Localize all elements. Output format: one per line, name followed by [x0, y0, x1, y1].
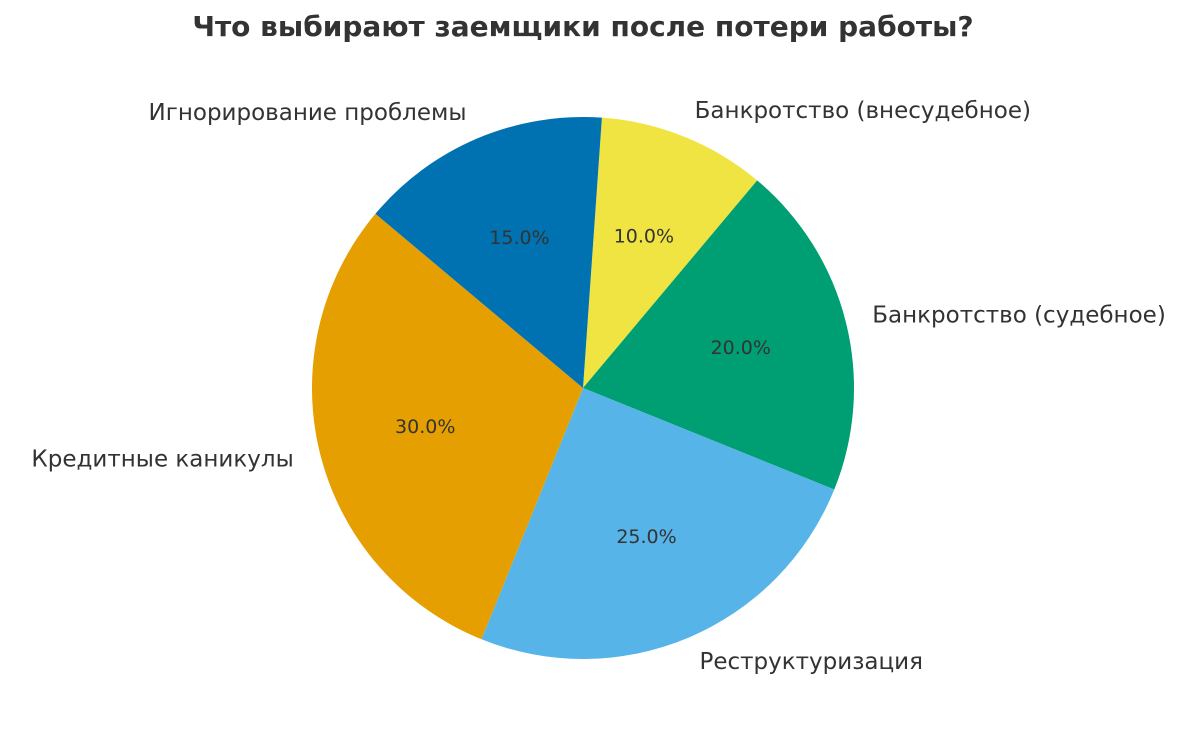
pie-slice	[481, 388, 835, 659]
slice-label: Кредитные каникулы	[31, 447, 293, 473]
pie-slice	[583, 180, 854, 490]
value-label: 15.0%	[489, 227, 549, 249]
slice-label: Банкротство (внесудебное)	[695, 98, 1031, 124]
pie-slice	[375, 117, 602, 389]
value-label: 10.0%	[614, 226, 674, 248]
value-label: 25.0%	[616, 526, 676, 548]
slice-label: Игнорирование проблемы	[149, 100, 467, 126]
pie-slice	[312, 213, 583, 640]
value-label: 30.0%	[395, 416, 455, 438]
slice-label: Реструктуризация	[699, 649, 923, 675]
slice-label: Банкротство (судебное)	[872, 302, 1166, 328]
pie-slice	[583, 117, 758, 388]
chart-title: Что выбирают заемщики после потери работ…	[192, 10, 973, 43]
value-label: 20.0%	[711, 337, 771, 359]
